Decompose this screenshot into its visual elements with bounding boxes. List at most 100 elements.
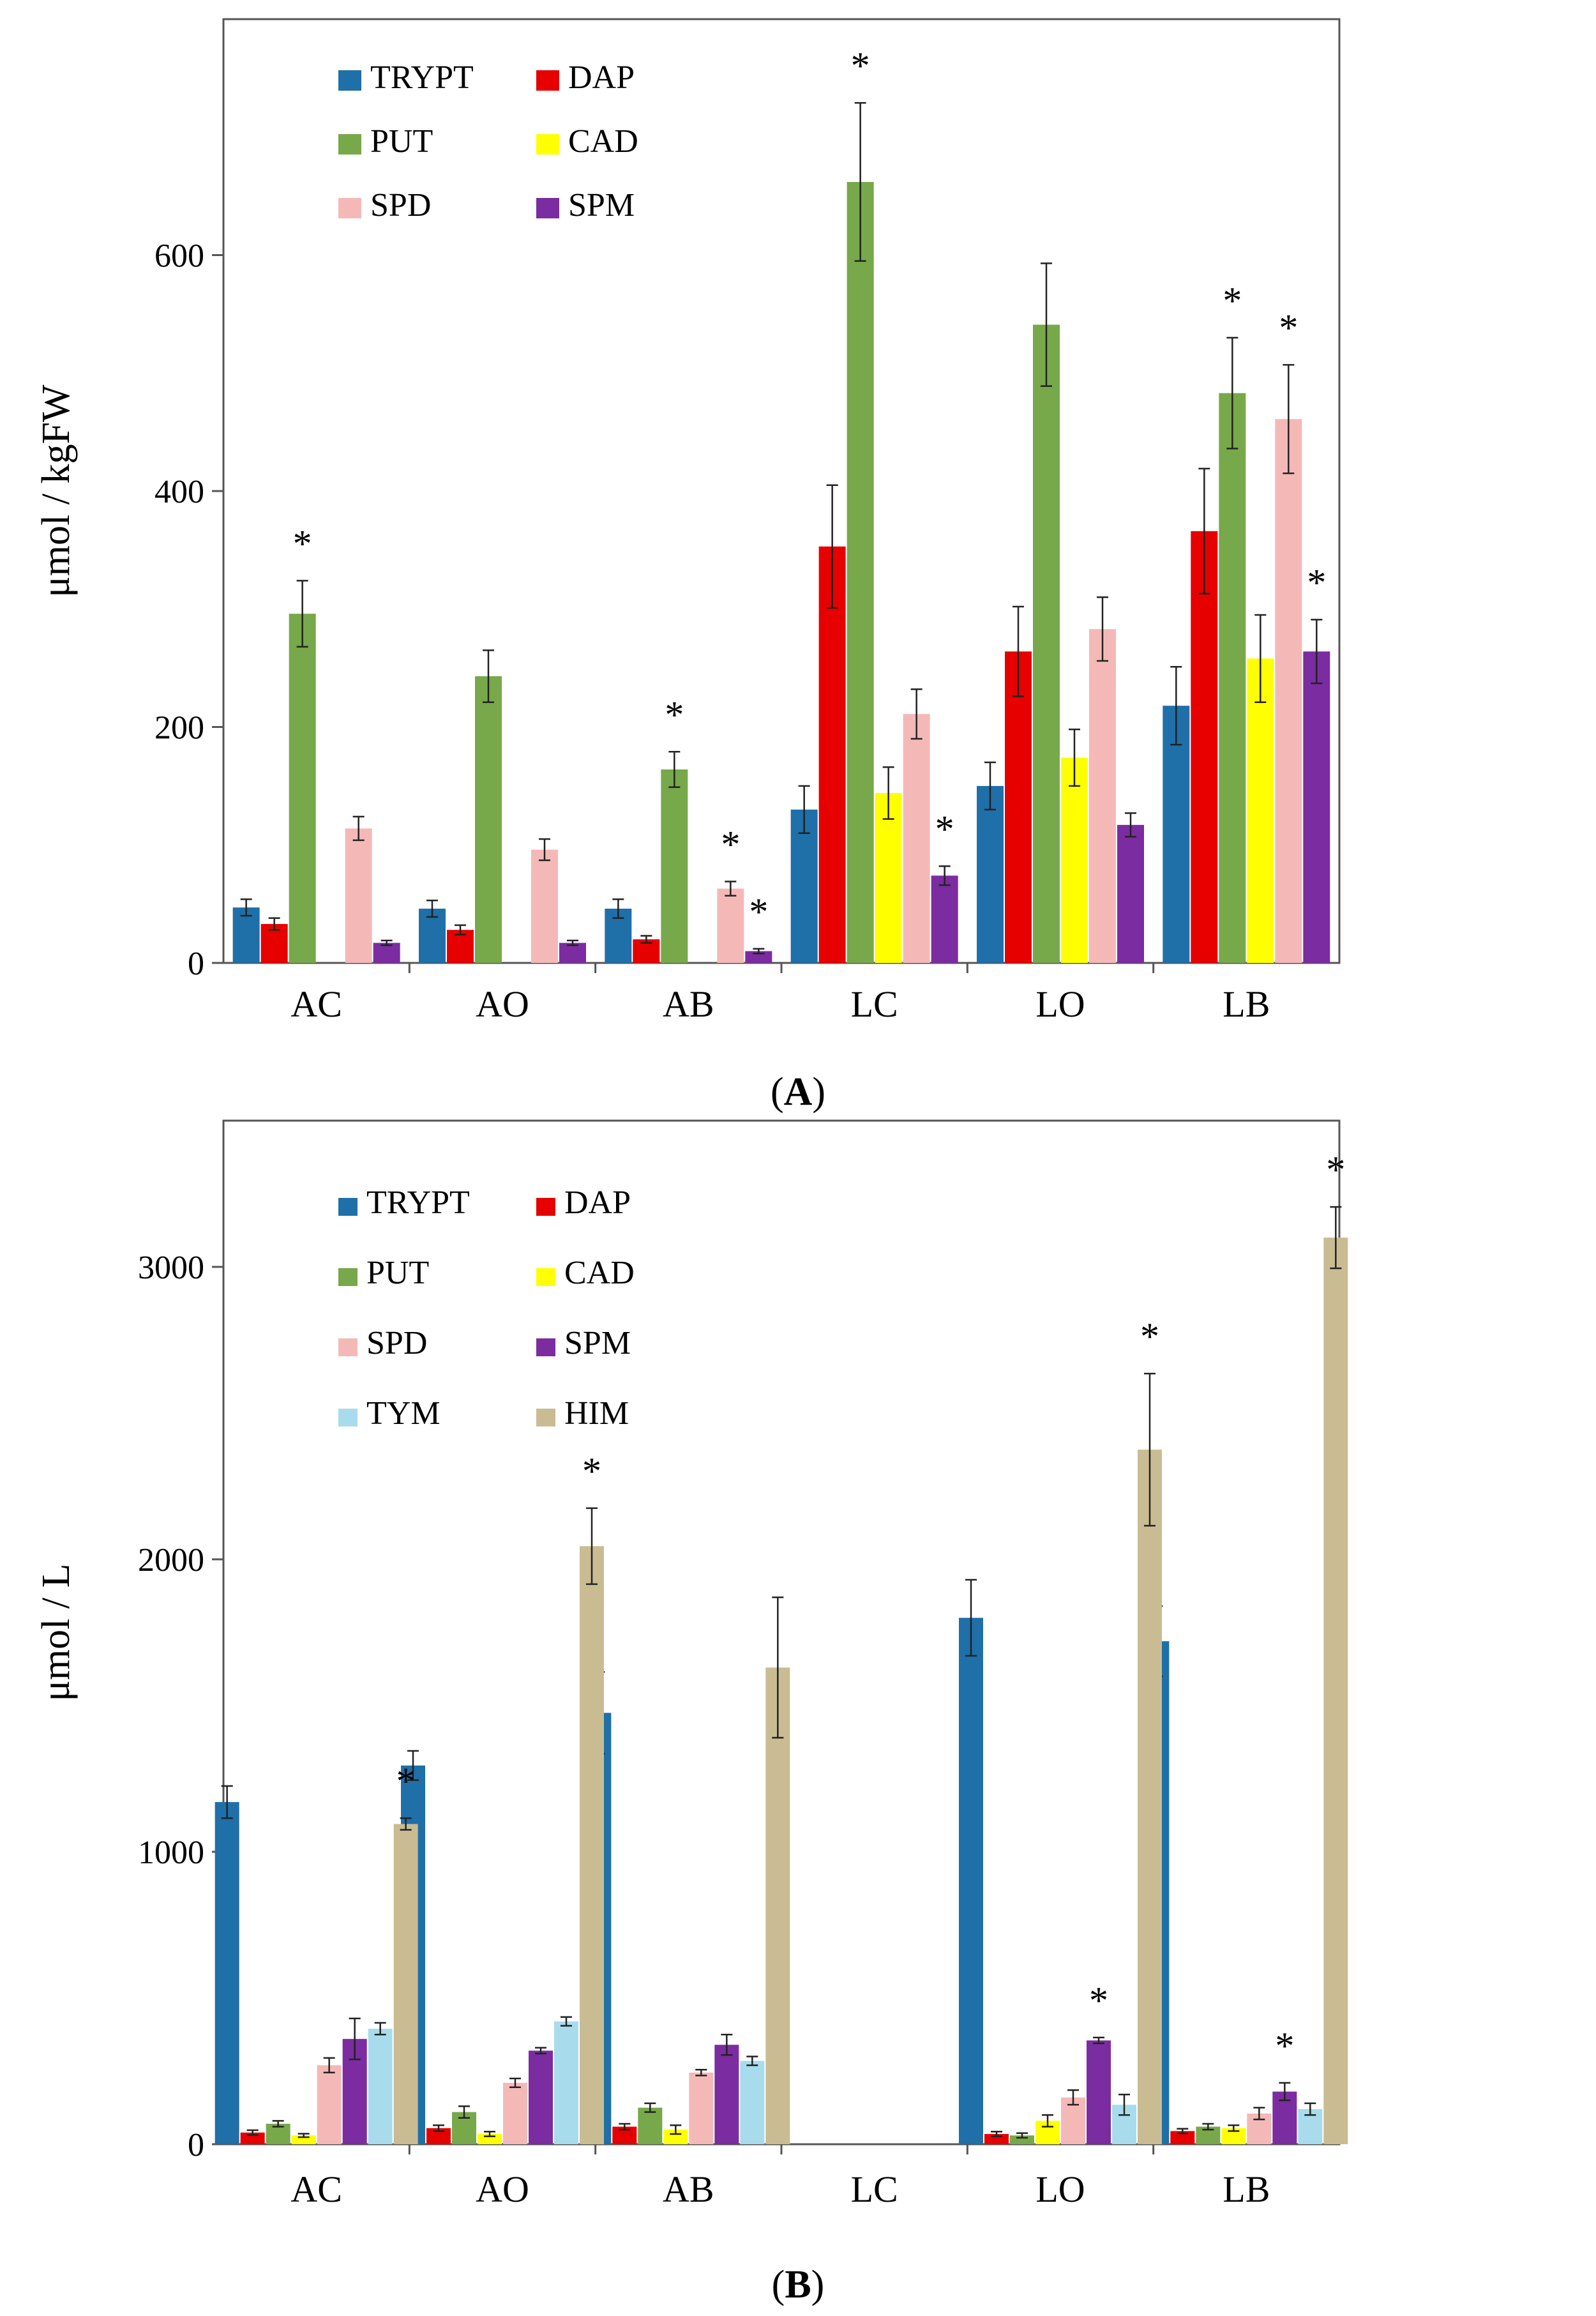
y-tick-label: 0 xyxy=(188,946,204,982)
bar-cad-ac xyxy=(291,2135,316,2144)
bar-put-ab xyxy=(661,769,688,963)
legend-label-him: HIM xyxy=(564,1395,629,1432)
x-category-label: AO xyxy=(476,2168,529,2210)
legend-label-dap: DAP xyxy=(564,1184,631,1221)
significance-marker: * xyxy=(1307,561,1326,603)
bar-him-ab xyxy=(765,1667,790,2144)
bar-spm-lo xyxy=(1117,824,1144,963)
bar-spd-lb xyxy=(1275,419,1302,963)
panel-b-label: (B) xyxy=(772,2263,825,2306)
bar-spd-lo xyxy=(1089,629,1116,963)
x-category-label: LB xyxy=(1223,983,1270,1025)
bar-spm-ac xyxy=(373,942,400,963)
bar-him-lb xyxy=(1323,1237,1348,2144)
bar-him-ac xyxy=(393,1824,418,2144)
legend-swatch-him xyxy=(536,1409,555,1427)
bar-spm-ao xyxy=(559,942,586,963)
bar-spd-ab xyxy=(689,2072,714,2144)
y-axis-label: μmol / kgFW xyxy=(34,384,78,597)
legend-label-put: PUT xyxy=(366,1255,429,1291)
legend-label-spd: SPD xyxy=(366,1325,427,1361)
legend-label-spd: SPD xyxy=(370,187,431,223)
significance-marker: * xyxy=(1326,1149,1345,1191)
bar-put-lc xyxy=(847,181,874,964)
bar-cad-ab xyxy=(663,2130,688,2144)
bar-cad-ao xyxy=(478,2133,502,2144)
x-category-label: AC xyxy=(290,2168,342,2210)
bar-spd-lc xyxy=(903,714,930,963)
bar-spm-lb xyxy=(1303,651,1330,963)
legend-swatch-dap xyxy=(536,1198,555,1216)
bar-trypt-ac xyxy=(215,1802,239,2144)
significance-marker: * xyxy=(935,808,954,851)
bar-dap-lc xyxy=(818,546,846,963)
legend-label-spm: SPM xyxy=(564,1325,631,1361)
bar-spm-lo xyxy=(1087,2040,1111,2144)
legend-label-put: PUT xyxy=(370,123,433,160)
y-tick-label: 200 xyxy=(154,710,204,746)
x-category-label: AC xyxy=(290,983,342,1025)
bar-trypt-lc xyxy=(790,809,818,963)
bar-spm-lc xyxy=(931,875,958,963)
bar-spd-ao xyxy=(503,2082,527,2144)
legend-label-cad: CAD xyxy=(568,123,638,160)
legend-swatch-trypt xyxy=(338,70,361,91)
y-tick-label: 0 xyxy=(188,2127,204,2163)
legend-swatch-spm xyxy=(536,1338,555,1356)
x-category-label: LB xyxy=(1223,2168,1270,2210)
bar-him-ao xyxy=(580,1546,604,2144)
legend-swatch-tym xyxy=(338,1409,358,1427)
bar-put-ac xyxy=(289,614,316,963)
y-tick-label: 1000 xyxy=(138,1835,204,1871)
panel-a-label: (A) xyxy=(771,1070,825,1114)
legend-label-spm: SPM xyxy=(568,187,635,223)
y-tick-label: 3000 xyxy=(138,1250,204,1286)
legend-label-cad: CAD xyxy=(564,1255,635,1291)
x-category-label: AB xyxy=(663,2168,714,2210)
significance-marker: * xyxy=(1279,307,1298,349)
significance-marker: * xyxy=(665,693,684,736)
x-category-label: AO xyxy=(476,983,529,1025)
bar-spd-ab xyxy=(717,888,744,963)
bar-put-lb xyxy=(1219,393,1246,963)
legend-swatch-trypt xyxy=(338,1198,358,1216)
legend-swatch-dap xyxy=(536,70,559,91)
y-tick-label: 400 xyxy=(154,474,204,510)
significance-marker: * xyxy=(1223,280,1242,322)
significance-marker: * xyxy=(851,45,870,87)
bar-dap-lb xyxy=(1191,531,1218,963)
legend-swatch-put xyxy=(338,1268,358,1286)
legend-label-tym: TYM xyxy=(366,1395,440,1432)
bar-dap-ac xyxy=(240,2132,265,2144)
bar-trypt-lo xyxy=(959,1617,983,2144)
bar-dap-lo xyxy=(1005,651,1032,963)
bar-put-lo xyxy=(1010,2135,1034,2144)
bar-dap-lb xyxy=(1170,2131,1195,2144)
y-axis-label: μmol / L xyxy=(34,1564,78,1702)
legend-swatch-spd xyxy=(338,1338,358,1356)
bar-tym-ac xyxy=(368,2029,393,2144)
bar-him-lo xyxy=(1138,1449,1162,2144)
bar-cad-lb xyxy=(1247,658,1274,963)
legend-label-trypt: TRYPT xyxy=(370,59,474,96)
legend-label-dap: DAP xyxy=(568,59,635,96)
significance-marker: * xyxy=(749,891,768,933)
x-category-label: AB xyxy=(663,983,714,1025)
y-tick-label: 2000 xyxy=(138,1542,204,1578)
significance-marker: * xyxy=(582,1450,601,1492)
legend-swatch-cad xyxy=(536,1268,555,1286)
bar-spm-ao xyxy=(529,2050,553,2144)
legend-swatch-put xyxy=(338,134,361,155)
significance-marker: * xyxy=(1089,1979,1108,2022)
x-category-label: LC xyxy=(851,983,898,1025)
x-category-label: LO xyxy=(1035,2168,1085,2210)
bar-trypt-lo xyxy=(977,785,1004,963)
bar-spm-ab xyxy=(714,2045,739,2144)
x-category-label: LC xyxy=(851,2168,898,2210)
significance-marker: * xyxy=(396,1760,416,1802)
bar-trypt-ac xyxy=(232,907,260,963)
bar-spm-ab xyxy=(745,951,772,963)
x-category-label: LO xyxy=(1035,983,1085,1025)
legend-swatch-spd xyxy=(338,198,361,218)
